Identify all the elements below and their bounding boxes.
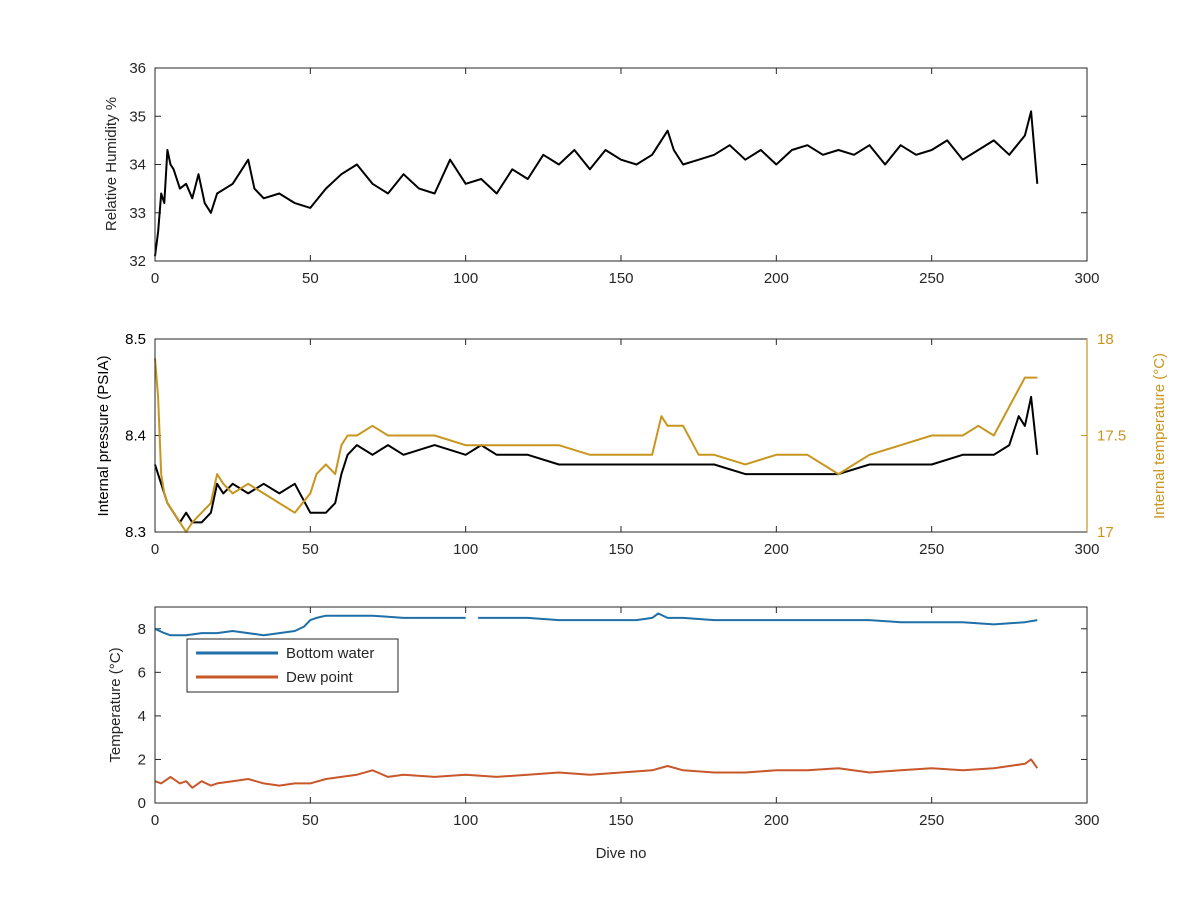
x-tick-label: 0: [151, 541, 159, 558]
pressure-ylabel: Internal pressure (PSIA): [95, 356, 112, 517]
legend-box: [186, 638, 399, 693]
pressure-series-1-line: [154, 358, 1038, 533]
x-tick-label: 250: [919, 812, 944, 829]
x-tick-label: 150: [608, 812, 633, 829]
y-tick-label: 8.5: [125, 331, 146, 348]
humidity-ticks: 0 50 100 150 200 250 300 32 33 34 35 36: [129, 60, 1099, 287]
humidity-ylabel: Relative Humidity %: [103, 97, 120, 231]
pressure-series-0-line: [154, 395, 1039, 524]
y-tick-label: 34: [129, 157, 146, 174]
y-right-tick-label: 17.5: [1097, 428, 1126, 445]
x-tick-label: 150: [608, 541, 633, 558]
y-tick-label: 36: [129, 60, 146, 77]
y-tick-label: 32: [129, 253, 146, 270]
legend-label-dew-point: Dew point: [286, 669, 354, 686]
humidity-panel: 0 50 100 150 200 250 300 32 33 34 35 36 Relative Hu…: [103, 60, 1100, 287]
y-right-tick-label: 18: [1097, 331, 1114, 348]
x-tick-label: 200: [764, 812, 789, 829]
y-tick-label: 8: [138, 621, 146, 638]
y-tick-label: 0: [138, 795, 146, 812]
x-tick-label: 300: [1074, 270, 1099, 287]
x-tick-label: 0: [151, 270, 159, 287]
x-tick-label: 50: [302, 270, 319, 287]
pressure-ticks: 0 50 100 150 200 250 300 8.3 8.4 8.5 17 17.5 18: [125, 331, 1126, 558]
x-tick-label: 0: [151, 812, 159, 829]
temperature-lines: [154, 612, 1039, 789]
x-tick-label: 50: [302, 541, 319, 558]
y-tick-label: 8.3: [125, 524, 146, 541]
temperature-xlabel: Dive no: [596, 845, 647, 862]
humidity-series-0-line: [154, 110, 1039, 257]
x-tick-label: 100: [453, 541, 478, 558]
y-tick-label: 35: [129, 108, 146, 125]
x-tick-label: 100: [453, 270, 478, 287]
y-tick-label: 8.4: [125, 428, 146, 445]
x-tick-label: 250: [919, 270, 944, 287]
temperature-axes-box: [154, 606, 1088, 804]
legend-label-bottom-water: Bottom water: [286, 645, 374, 662]
legend: Bottom water Dew point: [186, 638, 399, 693]
dew-point-line: [154, 758, 1039, 789]
pressure-lines: [154, 358, 1039, 533]
x-tick-label: 200: [764, 541, 789, 558]
x-tick-label: 200: [764, 270, 789, 287]
humidity-lines: [154, 110, 1039, 257]
x-tick-label: 300: [1074, 812, 1099, 829]
y-tick-label: 4: [138, 708, 146, 725]
temperature-panel: 0 50 100 150 200 250 300 0 2 4 6 8 Temperature (°C)…: [107, 606, 1100, 862]
bottom-water-line: [154, 612, 1038, 637]
x-tick-label: 150: [608, 270, 633, 287]
humidity-axes-box: [154, 67, 1088, 262]
y-tick-label: 2: [138, 751, 146, 768]
x-tick-label: 50: [302, 812, 319, 829]
pressure-panel: 0 50 100 150 200 250 300 8.3 8.4 8.5 17 17.5 18 Inte…: [95, 331, 1168, 558]
temperature-ylabel: Temperature (°C): [107, 647, 124, 762]
y-tick-label: 6: [138, 664, 146, 681]
internal-temperature-ylabel: Internal temperature (°C): [1151, 353, 1168, 519]
y-right-tick-label: 17: [1097, 524, 1114, 541]
x-tick-label: 250: [919, 541, 944, 558]
x-tick-label: 100: [453, 812, 478, 829]
temperature-ticks: 0 50 100 150 200 250 300 0 2 4 6 8: [138, 607, 1100, 829]
x-tick-label: 300: [1074, 541, 1099, 558]
y-tick-label: 33: [129, 205, 146, 222]
